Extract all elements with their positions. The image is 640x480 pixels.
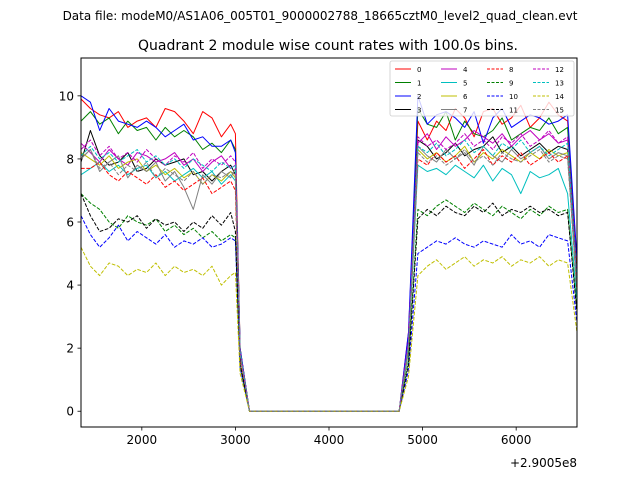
legend-label-4: 4: [463, 66, 468, 74]
legend-label-11: 11: [509, 107, 518, 115]
legend-label-7: 7: [463, 107, 467, 115]
legend-label-13: 13: [555, 80, 564, 88]
y-tick-label-4: 4: [66, 279, 74, 293]
x-axis-offset-text: +2.9005e8: [510, 456, 577, 470]
y-axis: 0 2 4 6 8 10: [59, 89, 81, 419]
y-tick-label-0: 0: [66, 405, 74, 419]
y-tick-label-8: 8: [66, 152, 74, 166]
series-line-14: [81, 246, 577, 412]
legend-label-12: 12: [555, 66, 564, 74]
y-tick-label-2: 2: [66, 342, 74, 356]
legend-label-10: 10: [509, 93, 518, 101]
series-layer: [81, 95, 577, 412]
chart-title: Quadrant 2 module wise count rates with …: [138, 38, 518, 54]
x-tick-label-3000: 3000: [220, 433, 251, 447]
legend-label-9: 9: [509, 80, 513, 88]
x-axis: 2000 3000 4000 5000 6000: [127, 427, 532, 447]
legend-label-2: 2: [417, 93, 421, 101]
legend-label-15: 15: [555, 107, 564, 115]
legend-label-1: 1: [417, 80, 421, 88]
x-tick-label-5000: 5000: [407, 433, 438, 447]
legend-label-6: 6: [463, 93, 468, 101]
x-tick-label-2000: 2000: [127, 433, 158, 447]
x-tick-label-4000: 4000: [314, 433, 345, 447]
legend-label-14: 14: [555, 93, 564, 101]
y-tick-label-10: 10: [59, 89, 74, 103]
legend-label-3: 3: [417, 107, 421, 115]
x-tick-label-6000: 6000: [501, 433, 532, 447]
legend-box: [389, 60, 575, 117]
series-line-9: [81, 193, 577, 412]
series-line-8: [81, 149, 577, 412]
series-line-15: [81, 149, 577, 412]
legend-label-0: 0: [417, 66, 421, 74]
y-tick-label-6: 6: [66, 216, 74, 230]
chart-suptitle: Data file: modeM0/AS1A06_005T01_90000027…: [63, 9, 578, 23]
legend-label-8: 8: [509, 66, 513, 74]
legend-label-5: 5: [463, 80, 467, 88]
